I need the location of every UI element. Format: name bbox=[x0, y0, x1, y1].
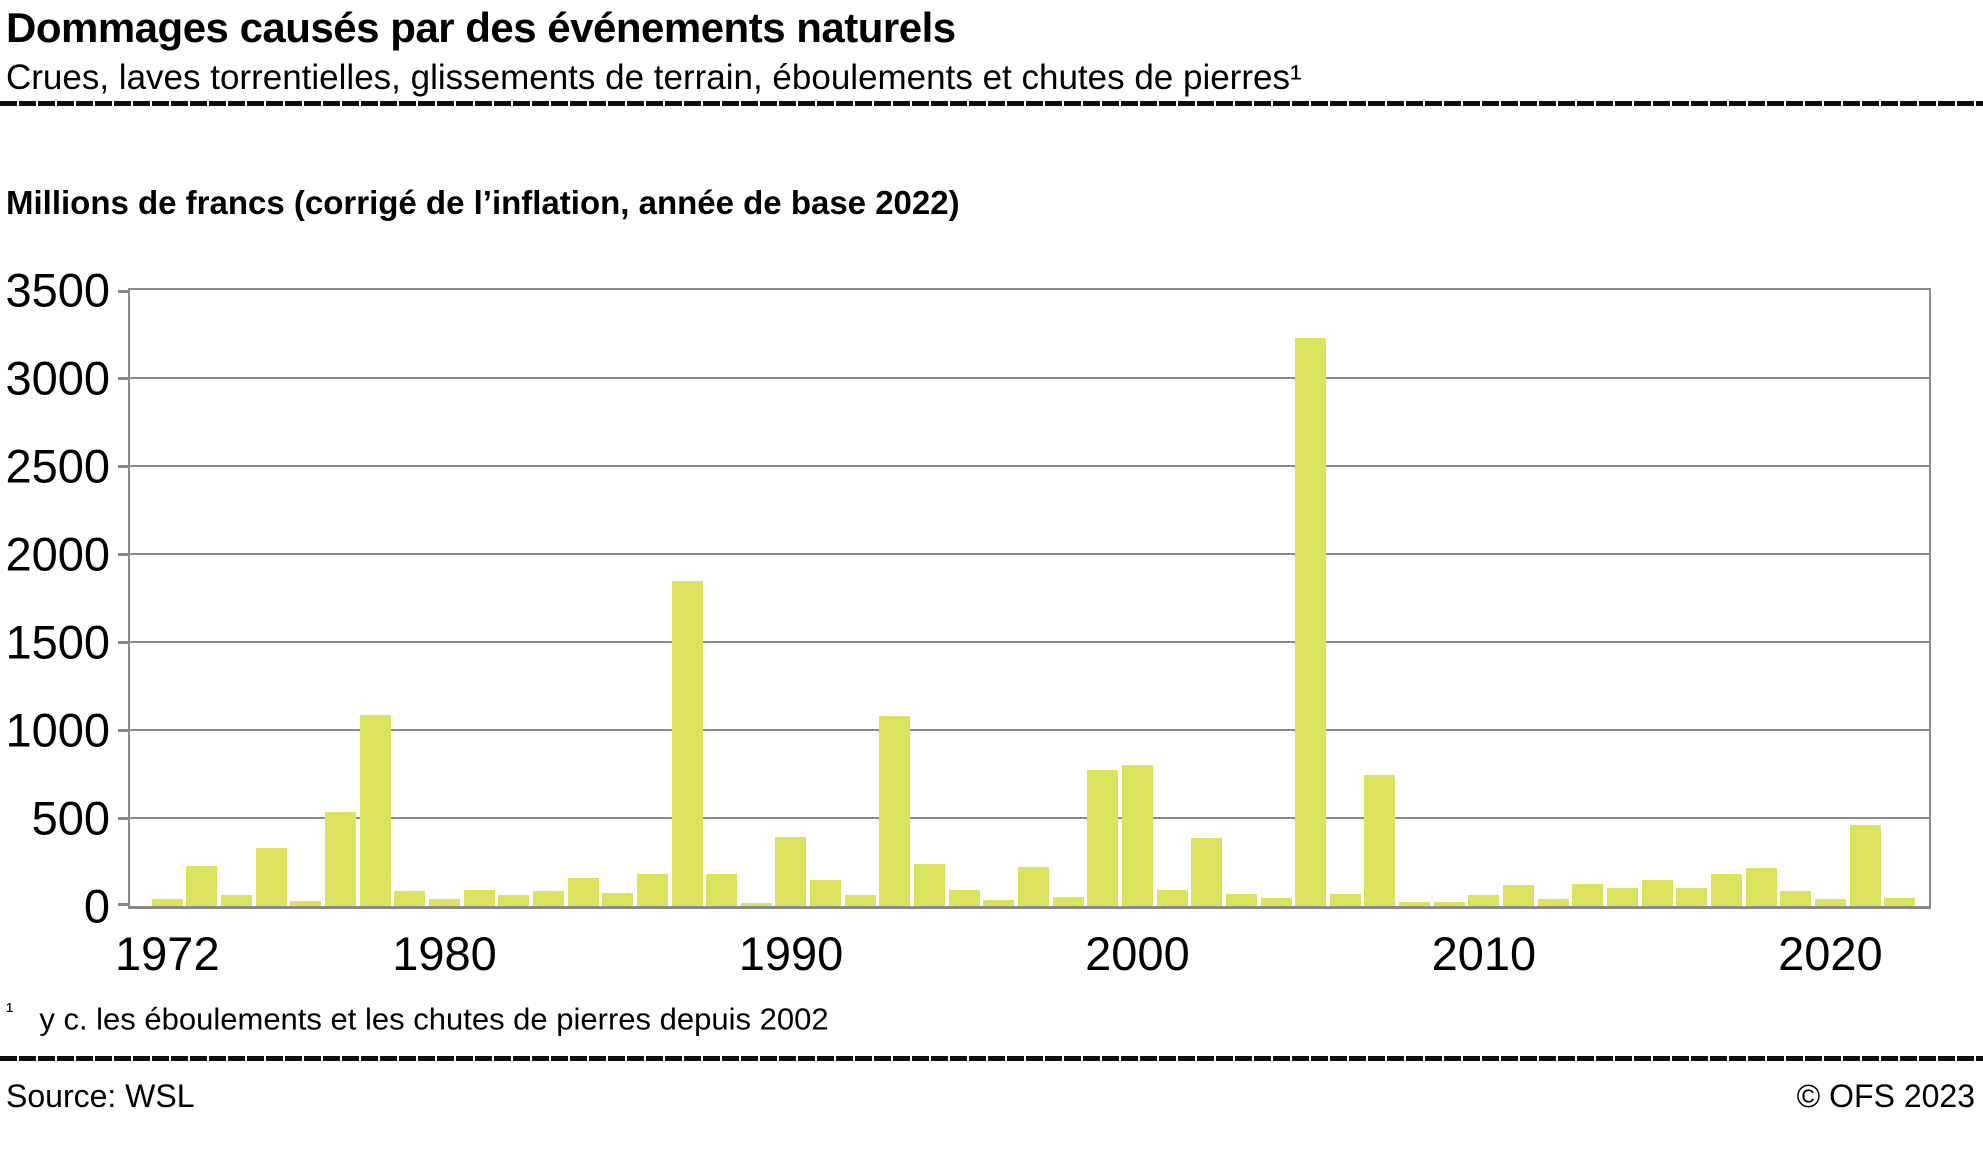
y-tick-1000 bbox=[118, 728, 130, 732]
bar-1982 bbox=[498, 895, 530, 906]
bar-1979 bbox=[394, 891, 426, 906]
bar-1996 bbox=[983, 900, 1015, 906]
bar-1998 bbox=[1052, 897, 1084, 906]
y-tick-1500 bbox=[118, 640, 130, 644]
bar-1986 bbox=[636, 874, 668, 906]
bar-2018 bbox=[1745, 868, 1777, 906]
bar-1994 bbox=[914, 864, 946, 906]
gridline-1000 bbox=[130, 729, 1929, 731]
bar-1990 bbox=[775, 837, 807, 906]
x-tick-label-1990: 1990 bbox=[738, 927, 844, 980]
y-tick-label-3000: 3000 bbox=[5, 351, 110, 405]
plot-frame: 0 500 1000 1500 2000 2500 3000 3500 1972 1980 1990… bbox=[5, 267, 1931, 977]
plot-area: 0 500 1000 1500 2000 2500 3000 3500 1972 1980 1990… bbox=[5, 267, 1929, 977]
y-tick-label-2000: 2000 bbox=[5, 527, 110, 581]
footnote-text: y c. les éboulements et les chutes de pi… bbox=[39, 1001, 829, 1037]
bar-2014 bbox=[1607, 888, 1638, 906]
bar-2011 bbox=[1503, 885, 1535, 906]
y-tick-500 bbox=[118, 816, 130, 820]
footnote-marker: ¹ bbox=[6, 998, 14, 1023]
bar-1987 bbox=[671, 581, 703, 906]
y-tick-0 bbox=[118, 903, 130, 906]
bar-1992 bbox=[844, 895, 876, 906]
y-tick-3500 bbox=[118, 290, 130, 293]
footnote: ¹ y c. les éboulements et les chutes de p… bbox=[6, 998, 829, 1037]
bar-2006 bbox=[1329, 894, 1361, 906]
bar-1973 bbox=[186, 866, 218, 906]
x-tick-label-2000: 2000 bbox=[1085, 927, 1190, 980]
y-axis-unit-label: Millions de francs (corrigé de l’inflati… bbox=[6, 184, 960, 221]
y-tick-label-1500: 1500 bbox=[5, 615, 110, 669]
y-tick-label-500: 500 bbox=[31, 791, 110, 845]
bar-2019 bbox=[1780, 891, 1812, 906]
bar-2020 bbox=[1814, 899, 1846, 906]
copyright-label: © OFS 2023 bbox=[1796, 1078, 1975, 1114]
x-tick-label-2020: 2020 bbox=[1778, 927, 1883, 980]
y-tick-3000 bbox=[118, 376, 130, 380]
bar-2008 bbox=[1399, 902, 1431, 906]
y-tick-2000 bbox=[118, 552, 130, 556]
y-tick-label-3500: 3500 bbox=[5, 263, 110, 317]
chart-title: Dommages causés par des événements natur… bbox=[6, 4, 956, 51]
bar-2017 bbox=[1710, 874, 1742, 906]
bar-2004 bbox=[1260, 898, 1292, 906]
bar-1981 bbox=[463, 890, 495, 906]
gridline-2000 bbox=[130, 553, 1929, 555]
bar-2009 bbox=[1433, 902, 1465, 906]
bar-2000 bbox=[1121, 765, 1153, 906]
bar-1983 bbox=[532, 891, 564, 906]
bar-1993 bbox=[879, 716, 911, 906]
bar-1972 bbox=[151, 899, 183, 906]
bar-1980 bbox=[429, 899, 460, 906]
bar-1974 bbox=[221, 895, 253, 906]
bar-2005 bbox=[1295, 338, 1327, 906]
bar-1995 bbox=[948, 890, 980, 906]
y-tick-label-2500: 2500 bbox=[5, 439, 110, 493]
chart-subtitle: Crues, laves torrentielles, glissements … bbox=[6, 58, 1302, 97]
bar-2003 bbox=[1225, 894, 1257, 906]
bar-2013 bbox=[1572, 884, 1604, 906]
gridline-1500 bbox=[130, 641, 1929, 643]
bar-1984 bbox=[567, 878, 599, 906]
x-tick-label-1980: 1980 bbox=[392, 927, 497, 980]
gridline-2500 bbox=[130, 465, 1929, 467]
footer: Source: WSL © OFS 2023 bbox=[0, 1078, 1983, 1115]
bar-1977 bbox=[325, 812, 357, 906]
bar-1997 bbox=[1018, 867, 1049, 906]
bar-2007 bbox=[1364, 775, 1396, 906]
x-tick-label-2010: 2010 bbox=[1431, 927, 1537, 980]
bar-2015 bbox=[1641, 880, 1673, 906]
bar-2016 bbox=[1676, 888, 1708, 906]
bar-2022 bbox=[1884, 898, 1916, 906]
bar-2001 bbox=[1156, 890, 1188, 906]
bar-1978 bbox=[359, 715, 391, 906]
bar-2012 bbox=[1537, 899, 1569, 906]
bar-2010 bbox=[1468, 895, 1500, 906]
y-tick-2500 bbox=[118, 464, 130, 468]
source-label: Source: WSL bbox=[6, 1078, 195, 1114]
footer-divider bbox=[0, 1056, 1983, 1061]
bar-1989 bbox=[740, 903, 772, 906]
gridline-3000 bbox=[130, 377, 1929, 379]
bar-1976 bbox=[290, 901, 322, 906]
bar-1991 bbox=[810, 880, 842, 906]
bar-1988 bbox=[706, 874, 738, 906]
y-tick-label-1000: 1000 bbox=[5, 703, 110, 757]
bar-1999 bbox=[1087, 770, 1119, 906]
gridline-500 bbox=[130, 817, 1929, 819]
bar-2002 bbox=[1191, 838, 1223, 906]
x-tick-label-1972: 1972 bbox=[115, 927, 220, 980]
y-tick-label-0: 0 bbox=[83, 879, 110, 933]
bar-1985 bbox=[602, 893, 634, 906]
bar-1975 bbox=[255, 848, 287, 906]
bar-2021 bbox=[1849, 825, 1881, 906]
header-divider bbox=[0, 101, 1983, 106]
